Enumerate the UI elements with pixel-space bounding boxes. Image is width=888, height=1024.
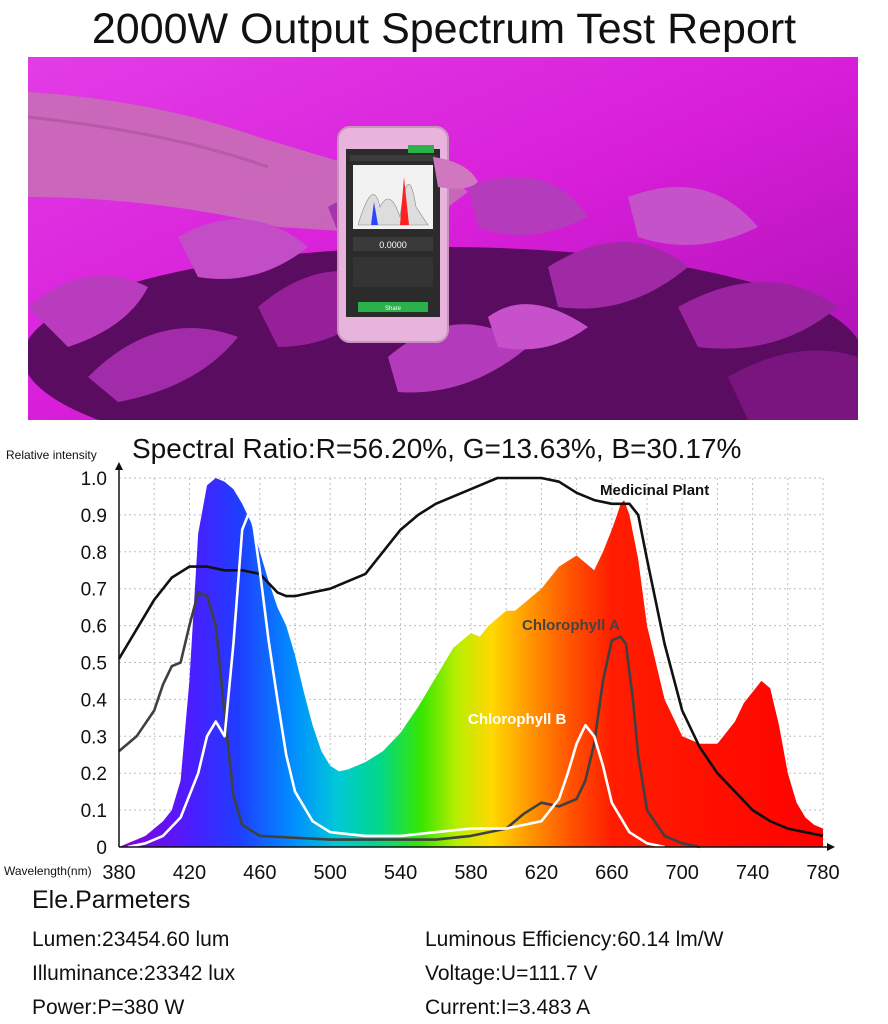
y-axis-title: Relative intensity — [6, 448, 97, 462]
grow-light-photo: 0.0000 Share — [28, 57, 858, 420]
y-tick-label: 0.6 — [81, 617, 107, 638]
x-tick-label: 580 — [454, 862, 487, 884]
y-tick-label: 0.9 — [81, 506, 107, 527]
lumen-value: Lumen:23454.60 lum — [32, 928, 230, 951]
chlorophyll-a-curve — [118, 591, 701, 849]
x-tick-label: 780 — [806, 862, 839, 884]
x-tick-label: 460 — [243, 862, 276, 884]
x-tick-label: 660 — [595, 862, 628, 884]
phone-share-label: Share — [385, 306, 402, 312]
y-tick-label: 0.3 — [81, 727, 107, 748]
x-tick-label: 540 — [384, 862, 417, 884]
y-tick-label: 0.1 — [81, 801, 107, 822]
medicinal-plant-curve — [117, 476, 824, 838]
spectrum-area — [119, 478, 823, 847]
x-tick-label: 740 — [736, 862, 769, 884]
current-value: Current:I=3.483 A — [425, 996, 591, 1019]
parameters-heading: Ele.Parmeters — [32, 886, 191, 914]
x-axis-arrow — [827, 843, 835, 851]
y-tick-label: 1.0 — [81, 469, 107, 490]
chlorophyll-b-label: Chlorophyll B — [468, 711, 566, 728]
x-tick-label: 620 — [525, 862, 558, 884]
x-tick-label: 420 — [173, 862, 206, 884]
phone-readout: 0.0000 — [379, 240, 407, 250]
y-tick-label: 0.8 — [81, 543, 107, 564]
page-title: 2000W Output Spectrum Test Report — [91, 5, 797, 53]
spectral-ratio-label: Spectral Ratio:R=56.20%, G=13.63%, B=30.… — [132, 433, 742, 464]
y-tick-label: 0 — [96, 838, 107, 859]
power-value: Power:P=380 W — [32, 996, 185, 1019]
medicinal-plant-label: Medicinal Plant — [600, 482, 709, 499]
smartphone: 0.0000 Share — [337, 126, 449, 343]
x-tick-label: 500 — [314, 862, 347, 884]
y-tick-label: 0.5 — [81, 654, 107, 675]
voltage-value: Voltage:U=111.7 V — [425, 962, 598, 985]
x-tick-label: 380 — [102, 862, 135, 884]
spectrum-chart: 380 420 460 500 540 580 620 660 700 740 780 0 0.1 0.2… — [4, 448, 840, 884]
y-tick-label: 0.7 — [81, 580, 107, 601]
chlorophyll-b-curve — [127, 506, 665, 849]
x-axis-title: Wavelength(nm) — [4, 864, 92, 878]
illuminance-value: Illuminance:23342 lux — [32, 962, 236, 985]
luminous-efficiency-value: Luminous Efficiency:60.14 lm/W — [425, 928, 724, 951]
y-tick-label: 0.4 — [81, 690, 108, 711]
y-tick-label: 0.2 — [81, 764, 107, 785]
x-tick-label: 700 — [666, 862, 699, 884]
y-axis-arrow — [115, 462, 123, 470]
chlorophyll-a-label: Chlorophyll A — [522, 617, 620, 634]
